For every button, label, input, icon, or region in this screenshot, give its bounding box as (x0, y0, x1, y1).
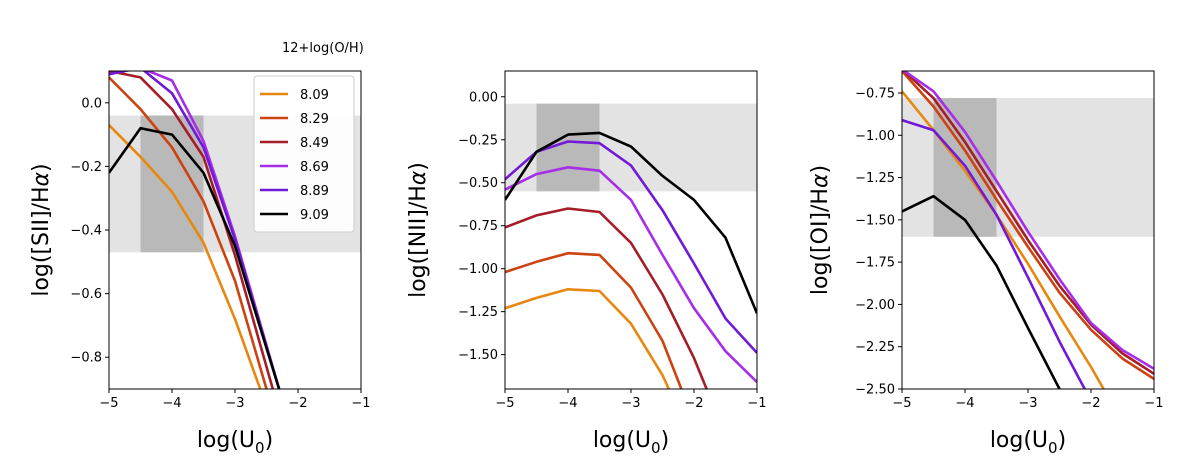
series-line-9-09 (109, 126, 281, 389)
y-tick-label: −1.75 (855, 256, 895, 271)
x-tick-label: −4 (558, 396, 577, 411)
series-line-8-89 (505, 140, 757, 354)
series-line-8-29 (902, 71, 1154, 380)
y-tick-label: −1.50 (458, 348, 498, 363)
series-lines (902, 71, 1154, 389)
y-tick-label: −0.4 (70, 224, 102, 239)
series-lines (109, 71, 281, 389)
series-lines (505, 131, 757, 389)
y-tick-label: 0.00 (469, 90, 498, 105)
x-tick-label: −3 (1018, 396, 1037, 411)
series-line-8-29 (109, 76, 268, 389)
series-line-8-89 (902, 118, 1086, 389)
panel-3: −5 −4 −3 −2 −1 −0.75 −1.00 −1.25 −1.50 −1.75 −2.00… (808, 70, 1164, 457)
legend-title: 12+log(O/H) (282, 41, 364, 56)
y-tick-label: −2.25 (855, 340, 895, 355)
legend: 8.09 8.29 8.49 8.69 8.89 9.09 (253, 75, 355, 233)
legend-box (253, 75, 355, 233)
x-axis-label: log(U0) (197, 428, 273, 457)
series-line-8-89 (109, 71, 281, 389)
series-line-9-09 (505, 131, 757, 314)
legend-label: 8.29 (300, 112, 329, 127)
panel-2: −5 −4 −3 −2 −1 0.00 −0.25 −0.50 −0.75 −1.00 −1.25 −… (406, 70, 767, 457)
y-tick-label: 0.0 (81, 96, 102, 111)
series-line-8-49 (505, 207, 708, 389)
x-tick-label: −5 (495, 396, 514, 411)
y-tick-label: −1.25 (855, 171, 895, 186)
x-axis-label: log(U0) (593, 428, 669, 457)
y-axis-label: log([NII]/Hα) (406, 162, 431, 298)
series-line-8-09 (109, 124, 262, 389)
legend-label: 8.89 (300, 184, 329, 199)
y-tick-label: −0.75 (855, 86, 895, 101)
y-tick-label: −0.2 (70, 160, 102, 175)
x-tick-label: −2 (1081, 396, 1100, 411)
y-axis-label: log([OI]/Hα) (808, 165, 833, 295)
y-tick-label: −0.6 (70, 287, 102, 302)
y-tick-label: −0.8 (70, 351, 102, 366)
x-tick-label: −1 (351, 396, 370, 411)
x-tick-label: −4 (955, 396, 974, 411)
series-line-8-29 (505, 251, 683, 389)
x-tick-label: −4 (162, 396, 181, 411)
y-tick-label: −0.75 (458, 219, 498, 234)
y-tick-label: −2.50 (855, 383, 895, 398)
y-tick-label: −1.00 (458, 262, 498, 277)
x-tick-label: −3 (621, 396, 640, 411)
legend-label: 8.69 (300, 160, 329, 175)
legend-label: 8.09 (300, 88, 329, 103)
series-line-8-09 (505, 287, 670, 389)
series-line-9-09 (902, 194, 1061, 389)
x-tick-label: −1 (747, 396, 766, 411)
y-tick-label: −1.00 (855, 129, 895, 144)
series-line-8-69 (505, 166, 757, 384)
series-line-8-69 (902, 71, 1154, 370)
series-line-8-49 (109, 71, 275, 389)
x-tick-label: −2 (288, 396, 307, 411)
y-tick-label: −0.50 (458, 176, 498, 191)
series-line-8-49 (902, 71, 1154, 375)
y-axis-label: log([SII]/Hα) (29, 163, 54, 296)
x-tick-label: −1 (1144, 396, 1163, 411)
y-tick-label: −0.25 (458, 133, 498, 148)
x-tick-label: −5 (892, 396, 911, 411)
y-tick-label: −1.25 (458, 305, 498, 320)
y-tick-label: −2.00 (855, 298, 895, 313)
legend-label: 9.09 (300, 208, 329, 223)
x-tick-label: −3 (225, 396, 244, 411)
x-tick-label: −2 (684, 396, 703, 411)
y-tick-label: −1.50 (855, 213, 895, 228)
x-axis-label: log(U0) (990, 428, 1066, 457)
x-tick-label: −5 (99, 396, 118, 411)
legend-label: 8.49 (300, 136, 329, 151)
